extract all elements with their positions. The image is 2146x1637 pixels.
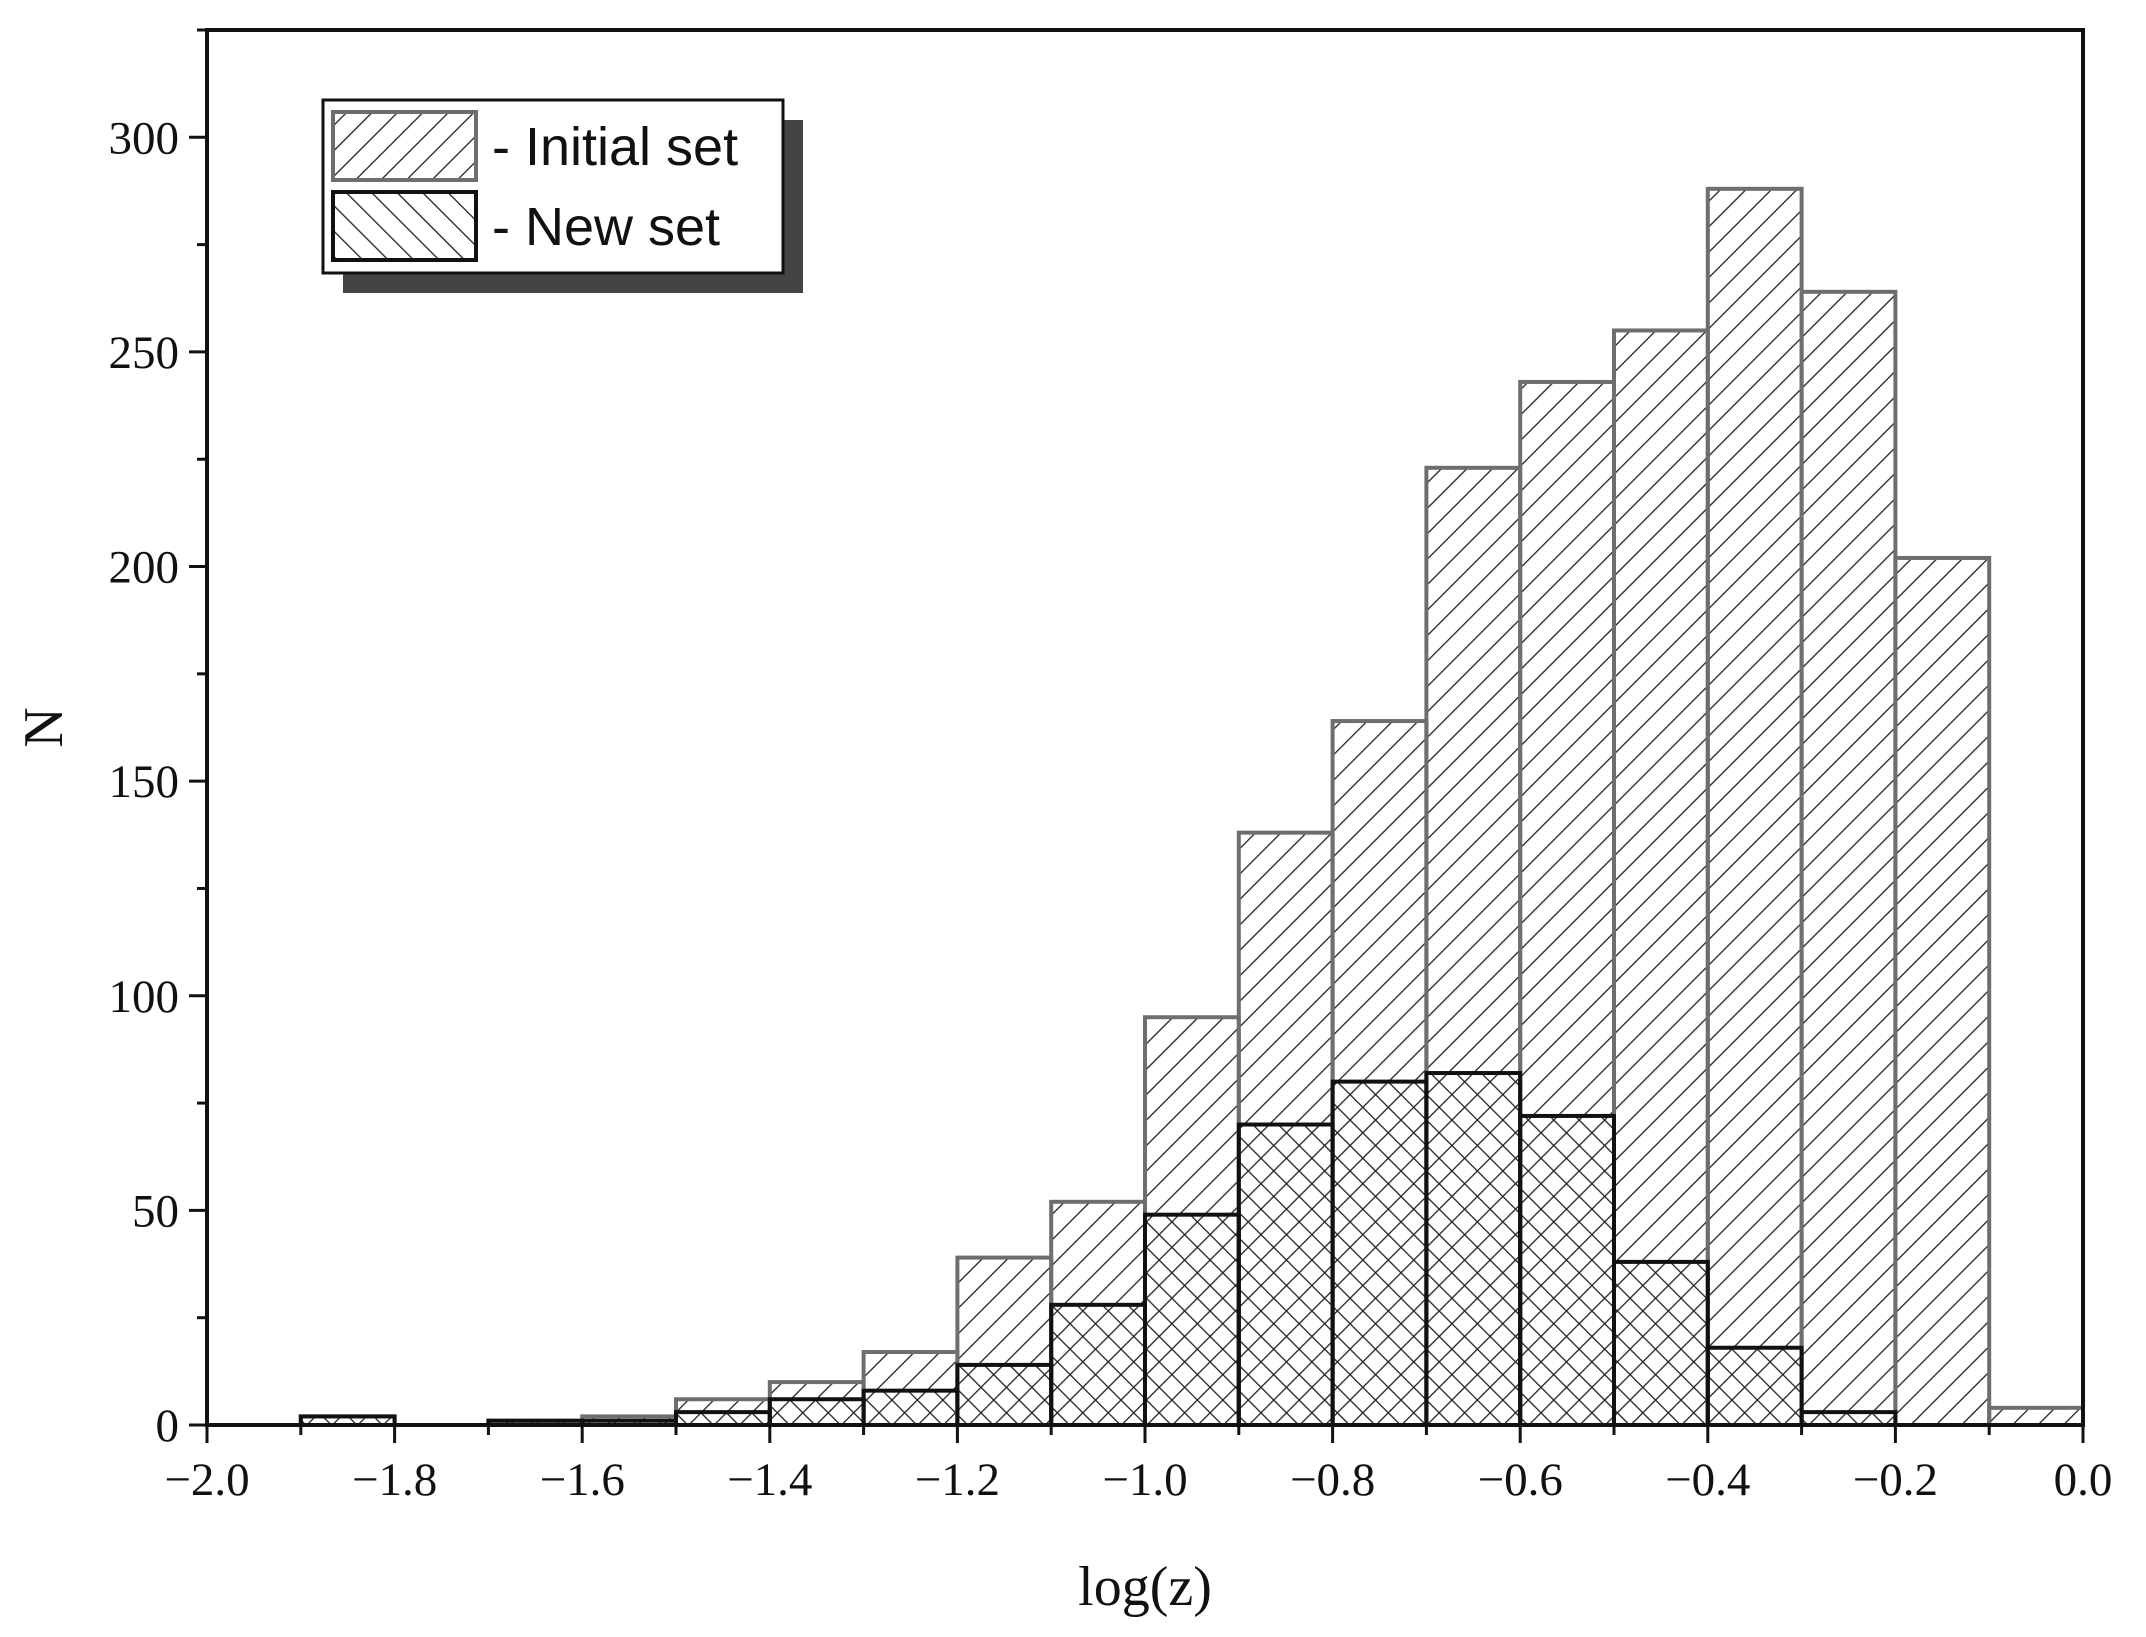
x-tick-label: −0.6 (1478, 1454, 1563, 1506)
new-set-bar (1236, 1122, 1335, 1427)
x-tick-label: −2.0 (164, 1454, 249, 1506)
new-set-bar (1612, 1259, 1710, 1428)
legend-swatch-new-set (331, 190, 478, 262)
axis-tick-labels: −2.0 −1.8 −1.6 −1.4 −1.2 −1.0 −0.8 −0.6 −0.4 −0.2… (109, 112, 2113, 1506)
x-tick-label: −0.2 (1853, 1454, 1938, 1506)
new-set-bar (1705, 1345, 1804, 1427)
x-tick-label: −1.0 (1102, 1454, 1187, 1506)
x-tick-label: −1.4 (727, 1454, 812, 1506)
x-tick-label: −0.8 (1290, 1454, 1375, 1506)
initial-set-bar (1705, 186, 1804, 1427)
initial-set-bar (1799, 289, 1898, 1427)
y-tick-label: 50 (132, 1185, 179, 1237)
new-set-bar (1424, 1071, 1523, 1427)
legend-label-initial-set: - Initial set (492, 117, 738, 177)
new-set-bar (1143, 1212, 1241, 1427)
x-tick-label: −1.6 (540, 1454, 625, 1506)
new-set-bars (298, 1071, 1898, 1428)
x-tick-label: 0.0 (2054, 1454, 2113, 1506)
initial-set-bar (1612, 328, 1710, 1427)
y-tick-label: 250 (109, 327, 180, 379)
y-tick-label: 200 (109, 542, 180, 594)
x-tick-label: −1.8 (352, 1454, 437, 1506)
legend-label-new-set: - New set (492, 197, 720, 257)
axis-ticks (189, 28, 2085, 1443)
y-tick-label: 150 (109, 756, 180, 808)
new-set-bar (861, 1388, 960, 1427)
new-set-bar (767, 1397, 866, 1427)
new-set-bar (955, 1362, 1054, 1428)
legend-swatch-initial-set (331, 110, 478, 182)
initial-set-bar (1987, 1405, 2085, 1428)
new-set-bar (1049, 1302, 1147, 1428)
x-tick-label: −1.2 (915, 1454, 1000, 1506)
y-axis-title: N (13, 707, 75, 747)
x-axis-title: log(z) (1078, 1556, 1212, 1618)
new-set-bar (1330, 1079, 1429, 1427)
y-tick-label: 100 (109, 971, 180, 1023)
new-set-bar (1518, 1113, 1616, 1427)
x-tick-label: −0.4 (1665, 1454, 1750, 1506)
y-tick-label: 0 (156, 1400, 180, 1452)
y-tick-label: 300 (109, 112, 180, 164)
legend: - Initial set - New set (321, 98, 803, 293)
initial-set-bar (1893, 555, 1992, 1427)
